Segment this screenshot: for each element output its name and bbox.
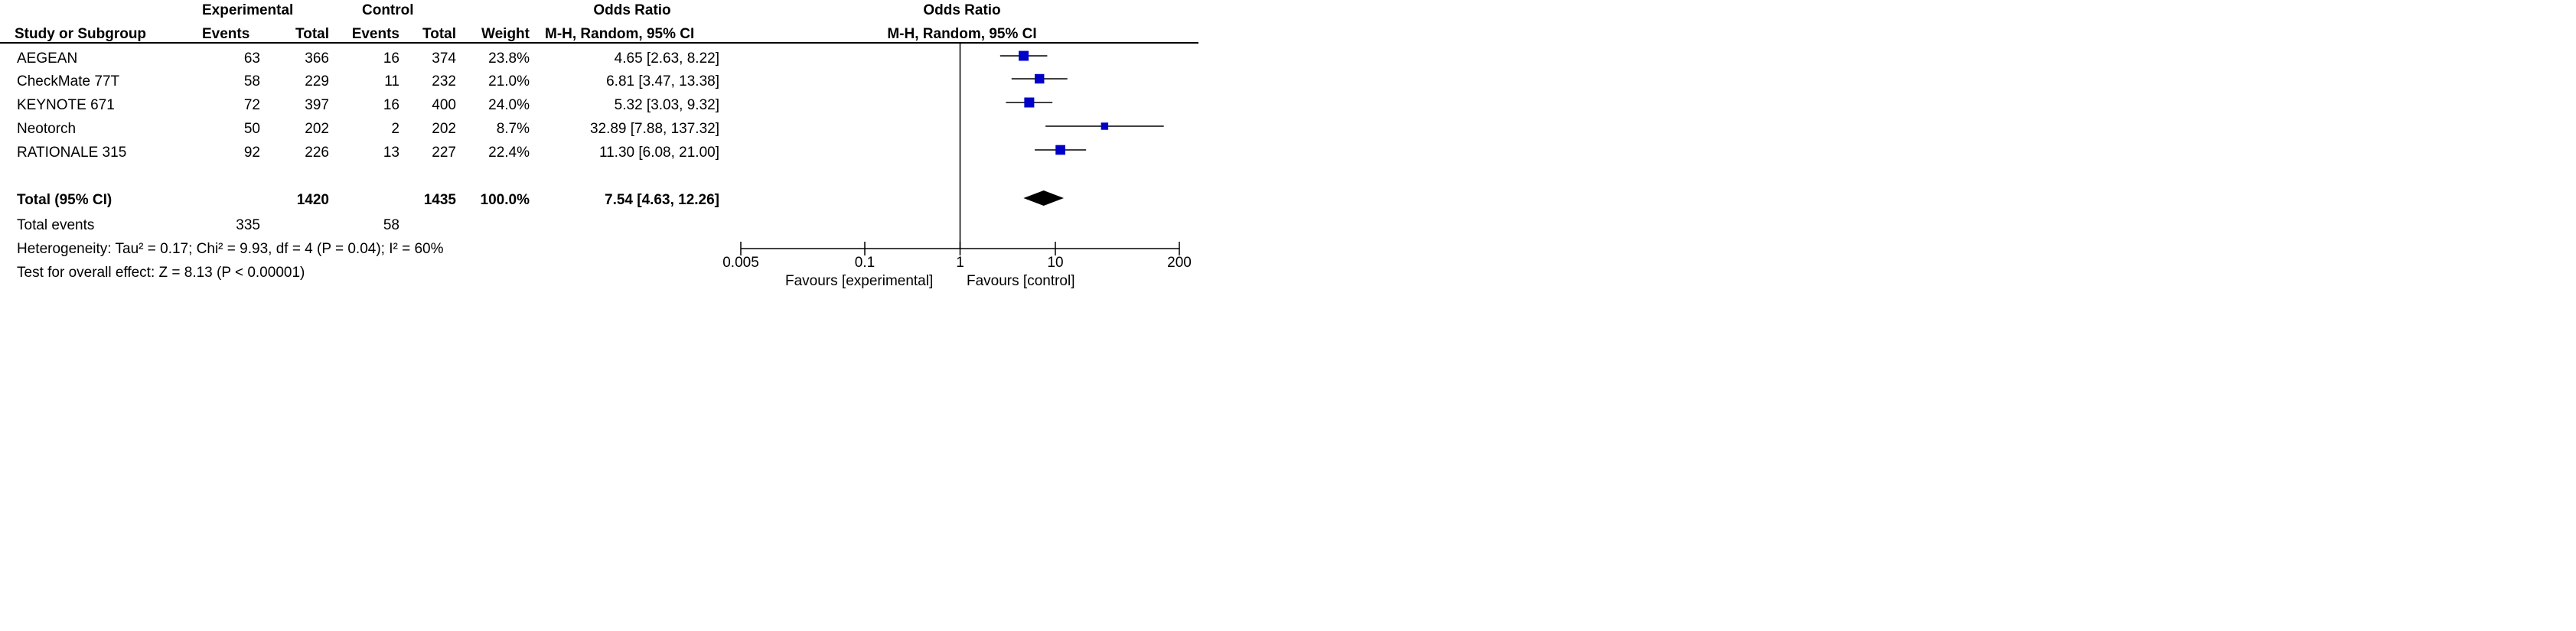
total-events-ctl: 58 xyxy=(383,217,399,233)
exp-events-value: 58 xyxy=(243,73,260,89)
or-ci-value: 6.81 [3.47, 13.38] xyxy=(606,73,719,89)
x-tick-label: 0.1 xyxy=(854,255,876,271)
or-ci-value: 11.30 [6.08, 21.00] xyxy=(598,145,719,161)
x-tick-label: 0.005 xyxy=(722,255,759,271)
total-label: Total (95% CI) xyxy=(17,192,112,208)
point-estimate-marker xyxy=(1035,73,1045,84)
point-estimate-marker xyxy=(1019,50,1029,61)
x-tick-label: 200 xyxy=(1167,255,1192,271)
ctl-events-value: 16 xyxy=(383,97,399,113)
exp-total-value: 229 xyxy=(305,73,329,89)
favours-experimental-label: Favours [experimental] xyxy=(785,273,934,289)
or-ci-value: 32.89 [7.88, 137.32] xyxy=(589,121,719,137)
exp-total-value: 397 xyxy=(305,97,329,113)
exp-events-value: 72 xyxy=(243,97,260,113)
x-tick-label: 10 xyxy=(1047,255,1064,271)
exp-events-value: 92 xyxy=(243,145,260,161)
header-exp-total: Total xyxy=(295,26,329,42)
weight-value: 24.0% xyxy=(488,97,530,113)
header-plot-method: M-H, Random, 95% CI xyxy=(887,26,1037,42)
total-exp-total: 1420 xyxy=(296,192,329,208)
weight-value: 22.4% xyxy=(488,145,530,161)
header-study-or-subgroup: Study or Subgroup xyxy=(15,26,147,42)
header-ctl-events: Events xyxy=(351,26,399,42)
heterogeneity-text: Heterogeneity: Tau² = 0.17; Chi² = 9.93,… xyxy=(17,241,444,257)
exp-events-value: 50 xyxy=(243,121,260,137)
ctl-events-value: 2 xyxy=(391,121,399,137)
ctl-events-value: 13 xyxy=(383,145,399,161)
pooled-diamond xyxy=(1023,190,1065,206)
total-weight: 100.0% xyxy=(480,192,530,208)
study-name: CheckMate 77T xyxy=(17,73,120,89)
ctl-total-value: 227 xyxy=(432,145,456,161)
ctl-total-value: 374 xyxy=(432,50,456,67)
ctl-events-value: 11 xyxy=(384,73,399,89)
header-or-method: M-H, Random, 95% CI xyxy=(545,26,695,42)
header-exp-events: Events xyxy=(202,26,250,42)
ctl-total-value: 400 xyxy=(432,97,456,113)
x-tick-label: 1 xyxy=(956,255,964,271)
header-odds-ratio-left: Odds Ratio xyxy=(593,2,671,18)
point-estimate-marker xyxy=(1055,145,1065,155)
or-ci-value: 4.65 [2.63, 8.22] xyxy=(614,50,719,67)
point-estimate-marker xyxy=(1101,122,1109,130)
ctl-total-value: 232 xyxy=(432,73,456,89)
total-events-exp: 335 xyxy=(236,217,260,233)
study-name: AEGEAN xyxy=(17,50,78,67)
favours-control-label: Favours [control] xyxy=(967,273,1075,289)
header-weight: Weight xyxy=(481,26,530,42)
study-name: Neotorch xyxy=(17,121,77,137)
weight-value: 23.8% xyxy=(488,50,530,67)
header-divider xyxy=(0,42,1198,44)
header-odds-ratio-right: Odds Ratio xyxy=(923,2,1001,18)
weight-value: 21.0% xyxy=(488,73,530,89)
weight-value: 8.7% xyxy=(496,121,530,137)
overall-effect-text: Test for overall effect: Z = 8.13 (P < 0… xyxy=(17,265,305,281)
exp-total-value: 366 xyxy=(305,50,329,67)
total-ctl-total: 1435 xyxy=(423,192,456,208)
total-events-label: Total events xyxy=(17,217,95,233)
study-name: RATIONALE 315 xyxy=(17,145,127,161)
study-name: KEYNOTE 671 xyxy=(17,97,115,113)
ctl-events-value: 16 xyxy=(383,50,399,67)
exp-events-value: 63 xyxy=(243,50,260,67)
header-group-control: Control xyxy=(362,2,414,18)
total-or-ci: 7.54 [4.63, 12.26] xyxy=(605,192,719,208)
exp-total-value: 226 xyxy=(305,145,329,161)
forest-plot xyxy=(740,42,1180,255)
or-ci-value: 5.32 [3.03, 9.32] xyxy=(614,97,719,113)
ctl-total-value: 202 xyxy=(432,121,456,137)
header-ctl-total: Total xyxy=(422,26,456,42)
header-group-experimental: Experimental xyxy=(202,2,294,18)
point-estimate-marker xyxy=(1024,97,1035,108)
exp-total-value: 202 xyxy=(305,121,329,137)
